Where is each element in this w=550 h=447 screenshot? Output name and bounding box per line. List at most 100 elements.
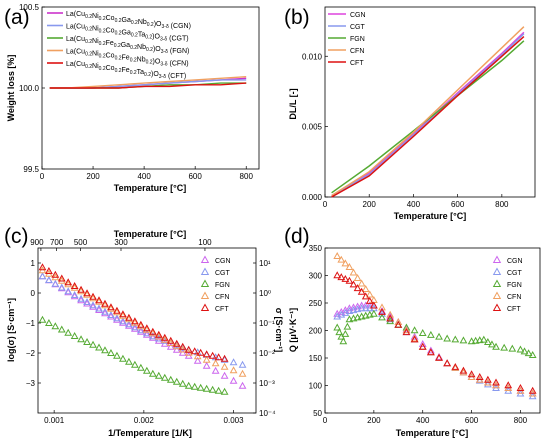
- panel-c-series-0-point: [107, 312, 115, 320]
- panel-d-series-2-point: [520, 347, 529, 355]
- panel-c-legend-label-3: CFN: [215, 294, 229, 301]
- panel-a-legend-label-4: La(Cu0.2Ni0.2Co0.2Fe0.2Ta0.2)O3-δ (CFT): [66, 61, 186, 80]
- panel-c-series-1-point: [130, 323, 139, 331]
- panel-d-series-4-point: [410, 335, 419, 343]
- panel-d-series-0-point: [426, 346, 435, 354]
- panel-d-ylabel: Q [μV·K⁻¹]: [288, 308, 298, 352]
- panel-b-xtick-label: 200: [363, 200, 377, 209]
- panel-c-series-4-point: [142, 324, 151, 332]
- panel-c-series-4-point: [136, 320, 145, 328]
- panel-b-xlabel: Temperature [°C]: [394, 211, 466, 221]
- panel-c-series-0-point: [148, 333, 157, 341]
- panel-b-legend-label-4: CFT: [350, 60, 364, 67]
- panel-b-frame: [324, 6, 536, 198]
- panel-d-series-4-point: [353, 284, 362, 292]
- panel-d-series-0-point: [361, 301, 370, 309]
- panel-d-series-3-point: [459, 368, 468, 376]
- panel-d-xtick-label: 200: [367, 416, 381, 425]
- panel-d-series-4-point: [504, 381, 513, 389]
- panel-c-legend-swatch-0: [200, 255, 210, 263]
- panel-c-conductivity: (c) 0.001 0.002 0.003 −3 −2 −1 0 1 900 700 500 300 1…: [4, 225, 284, 438]
- panel-c-series-4-point: [38, 263, 47, 271]
- panel-d-xtick-label: 600: [465, 416, 479, 425]
- panel-d-series-2-point: [508, 344, 517, 352]
- panel-c-series-3-point: [77, 287, 85, 295]
- panel-c-series-1-point: [51, 279, 60, 287]
- panel-c-series-0-point: [238, 381, 247, 389]
- panel-c-series-4-point: [89, 292, 97, 300]
- panel-d-series-2-point: [378, 313, 386, 321]
- panel-c-series-1-point: [83, 298, 91, 305]
- panel-c-series-3-point: [148, 329, 157, 337]
- panel-d-series-3-point: [333, 252, 342, 259]
- panel-d-series-4-point: [435, 353, 443, 361]
- panel-c-series-4-point: [125, 313, 133, 321]
- panel-c-ytick-label: 1: [31, 259, 36, 268]
- panel-c-series-2-point: [154, 371, 163, 379]
- panel-d-series-2-point: [333, 323, 342, 331]
- panel-c-series-0-point: [125, 321, 133, 329]
- panel-d-series-4-point: [394, 320, 403, 328]
- panel-c-series-4-point: [101, 299, 109, 307]
- panel-d-series-4-point: [369, 301, 378, 309]
- panel-c-legend-label-1: CGT: [215, 270, 231, 277]
- panel-d-series-4-point: [516, 384, 525, 391]
- panel-d-letter: (d): [284, 225, 310, 248]
- panel-d-series-3-point: [353, 274, 362, 281]
- panel-a-legend-label-1: La(Cu0.2Ni0.2Co0.2Ga0.2Ta0.2)O3-δ (CGT): [66, 24, 189, 43]
- panel-c-series-2-point: [196, 383, 205, 391]
- panel-d-legend-label-3: CFN: [507, 294, 521, 301]
- panel-c-ytick-label: 0: [31, 289, 36, 298]
- panel-d-series-4-point: [333, 271, 342, 279]
- panel-d-series-2-point: [341, 329, 350, 337]
- panel-c-series-0-point: [193, 356, 202, 364]
- panel-c-legend-swatch-3: [200, 291, 210, 299]
- panel-c-series-0-point: [101, 309, 109, 317]
- panel-c-series-2-point: [89, 340, 97, 348]
- panel-d-xtick-label: 0: [323, 416, 328, 425]
- panel-c-series-3-point: [142, 325, 151, 333]
- panel-c-series-0-point: [89, 302, 97, 310]
- panel-c-series-4-point: [184, 345, 193, 353]
- panel-d-ytick-label: 200: [309, 327, 323, 336]
- panel-c-series-0-point: [178, 348, 187, 356]
- panel-d-series-4-point: [361, 292, 370, 300]
- panel-c-series-4-point: [202, 350, 211, 358]
- panel-c-series-3-point: [193, 352, 202, 360]
- panel-c-series-2-point: [202, 384, 211, 392]
- panel-d-ytick-label: 300: [309, 272, 323, 281]
- panel-c-series-2-point: [148, 369, 157, 377]
- panel-c-series-1-point: [113, 314, 121, 322]
- panel-c-series-3-point: [95, 297, 103, 305]
- panel-a-ytick-label: 100.0: [19, 84, 40, 93]
- panel-c-right-tick-label: 10⁻⁴: [259, 409, 276, 418]
- panel-c-series-4-point: [148, 327, 157, 335]
- panel-d-series-4-point: [365, 296, 374, 304]
- panel-d-series-3-point: [386, 310, 395, 318]
- panel-c-series-2-point: [77, 335, 85, 343]
- panel-c-series-0-point: [113, 315, 121, 323]
- panel-d-series-2-point: [459, 336, 468, 344]
- panel-c-series-4-point: [130, 317, 139, 325]
- panel-c-series-4-point: [208, 351, 217, 359]
- panel-c-legend-swatch-4: [200, 303, 210, 311]
- panel-c-series-2-point: [184, 381, 193, 389]
- panel-d-series-0-point: [410, 332, 419, 340]
- panel-d-xtick-label: 400: [416, 416, 430, 425]
- panel-d-series-3-point: [357, 279, 366, 287]
- panel-c-series-2-point: [119, 354, 127, 362]
- panel-c-series-0-point: [130, 324, 139, 332]
- panel-d-series-4-point: [475, 373, 484, 380]
- panel-c-series-0-point: [172, 345, 181, 353]
- panel-d-series-4-point: [459, 366, 468, 374]
- panel-c-series-2-point: [70, 332, 79, 339]
- panel-c-series-0-point: [202, 361, 211, 369]
- panel-a-letter: (a): [4, 6, 30, 29]
- panel-c-series-3-point: [229, 366, 238, 374]
- panel-d-xtick-label: 800: [514, 416, 528, 425]
- panel-a-weight-loss: (a) 0 200 400 600 800 99.5 100.0 100.5 La(Cu0.2…: [4, 3, 260, 193]
- panel-c-legend-label-0: CGN: [215, 258, 231, 265]
- panel-c-series-2-point: [57, 325, 66, 333]
- panel-c-series-2-point: [64, 328, 73, 336]
- panel-a-xtick-label: 200: [86, 172, 100, 181]
